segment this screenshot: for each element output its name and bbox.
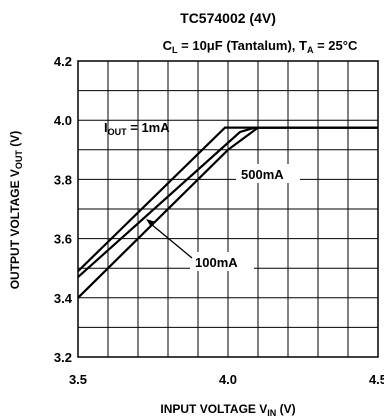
subtitle-c-sub: L <box>172 45 178 55</box>
series-label-1ma-main: I <box>104 120 108 135</box>
callout-100ma <box>150 223 193 259</box>
y-tick-labels: 3.2 3.4 3.6 3.8 4.0 4.2 <box>54 54 73 365</box>
y-tick-label: 3.8 <box>54 172 72 187</box>
x-label-sub: IN <box>267 408 276 418</box>
series-label-1ma-sub: OUT <box>108 127 128 137</box>
chart-title: TC574002 (4V) <box>180 10 276 26</box>
x-tick-label: 4.5 <box>369 372 384 387</box>
y-axis-label: OUTPUT VOLTAGE VOUT (V) <box>8 131 24 290</box>
series-label-100ma: 100mA <box>195 255 238 270</box>
x-tick-labels: 3.5 4.0 4.5 <box>69 372 384 387</box>
y-label-main: OUTPUT VOLTAGE V <box>8 169 22 289</box>
subtitle-t-rest: = 25°C <box>313 38 357 53</box>
callout-100ma-arrowhead <box>146 219 156 227</box>
x-tick-label: 3.5 <box>69 372 87 387</box>
subtitle-t-sub: A <box>307 45 314 55</box>
y-tick-label: 3.4 <box>54 291 73 306</box>
chart-subtitle: CL = 10μF (Tantalum), TA = 25°C <box>163 38 358 55</box>
plot-frame <box>77 60 379 358</box>
series-label-500ma: 500mA <box>241 167 284 182</box>
x-axis-label: INPUT VOLTAGE VIN (V) <box>160 402 295 418</box>
series-label-1ma-rest: = 1mA <box>127 120 171 135</box>
series-label-500ma-bg <box>236 164 300 183</box>
x-label-unit: (V) <box>276 402 295 416</box>
series-label-100ma-bg <box>190 252 254 271</box>
y-tick-label: 4.2 <box>54 54 72 69</box>
subtitle-c: C <box>163 38 173 53</box>
x-tick-label: 4.0 <box>219 372 237 387</box>
plot-border <box>77 60 379 358</box>
x-label-main: INPUT VOLTAGE V <box>160 402 267 416</box>
y-tick-label: 4.0 <box>54 113 72 128</box>
y-label-unit: (V) <box>8 131 22 150</box>
y-tick-label: 3.2 <box>54 350 72 365</box>
series-label-1ma: IOUT = 1mA <box>104 120 170 137</box>
y-tick-label: 3.6 <box>54 232 72 247</box>
grid <box>78 61 378 357</box>
y-label-sub: OUT <box>14 150 24 170</box>
subtitle-c-rest: = 10μF (Tantalum), T <box>178 38 307 53</box>
